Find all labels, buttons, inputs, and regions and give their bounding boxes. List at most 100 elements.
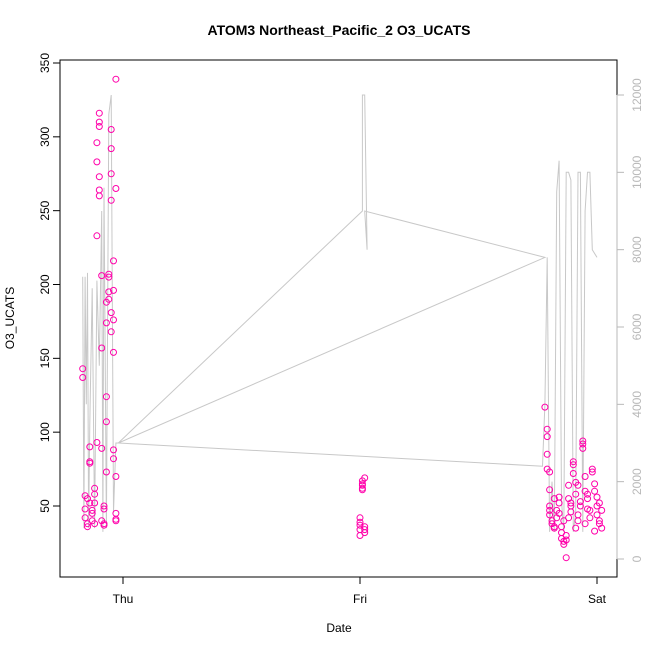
data-point [95, 192, 103, 200]
y2-tick-label: 0 [630, 555, 644, 562]
data-point [569, 470, 577, 477]
data-point [361, 529, 369, 537]
data-point [91, 499, 99, 507]
data-point [562, 554, 570, 562]
data-point [93, 232, 101, 240]
data-point [112, 509, 120, 517]
data-point [550, 524, 558, 532]
y-tick-label: 150 [38, 348, 52, 368]
data-point [584, 495, 591, 503]
data-point [102, 319, 110, 327]
data-point [579, 437, 587, 445]
data-point [91, 520, 99, 528]
data-point [574, 517, 582, 525]
data-point [112, 75, 120, 83]
data-point [100, 521, 108, 529]
data-point [546, 511, 554, 519]
data-point [598, 524, 606, 532]
data-point [595, 499, 603, 507]
points-layer [79, 75, 606, 562]
x-axis-label: Date [326, 621, 352, 635]
data-point [591, 487, 599, 495]
data-point [110, 446, 117, 454]
data-point [112, 473, 120, 480]
data-point [361, 474, 369, 482]
data-point [98, 344, 106, 352]
data-point [98, 444, 106, 452]
data-point [107, 309, 115, 317]
x-axis: Thu Fri Sat [113, 576, 607, 606]
data-point [569, 461, 577, 469]
data-point [86, 459, 94, 467]
data-point [550, 495, 558, 503]
data-point [591, 480, 599, 488]
data-point [562, 532, 570, 539]
y2-tick-label: 12000 [630, 78, 644, 112]
data-point [110, 257, 117, 265]
y-axis-right: 0 2000 4000 6000 8000 10000 12000 [616, 78, 644, 562]
data-point [356, 521, 364, 529]
data-point [93, 139, 101, 147]
data-point [107, 170, 115, 178]
data-point [565, 514, 573, 522]
data-point [81, 514, 89, 522]
data-point [555, 509, 563, 517]
x-tick-label: Sat [588, 592, 607, 606]
data-point [95, 109, 103, 117]
data-point [110, 286, 117, 294]
data-point [543, 425, 551, 433]
data-point [555, 499, 563, 507]
data-point [543, 450, 551, 458]
data-point [107, 328, 115, 336]
data-point [565, 481, 573, 489]
data-point [588, 468, 596, 476]
data-point [569, 458, 577, 466]
data-point [93, 439, 101, 446]
altitude-line [82, 94, 598, 532]
data-point [358, 480, 366, 488]
data-point [79, 374, 87, 381]
data-point [546, 468, 554, 476]
data-point [579, 440, 587, 448]
data-point [91, 490, 99, 498]
data-point [541, 403, 549, 411]
data-point [102, 393, 110, 401]
data-point [579, 444, 587, 452]
data-point [107, 196, 115, 204]
data-point [584, 505, 591, 513]
data-point [79, 365, 87, 373]
data-point [105, 270, 113, 278]
data-point [584, 490, 591, 498]
data-point [98, 272, 106, 280]
y-tick-label: 300 [38, 127, 52, 147]
data-point [112, 185, 120, 192]
data-point [546, 502, 554, 510]
data-point [546, 486, 554, 494]
x-tick-label: Thu [113, 592, 134, 606]
data-point [593, 511, 601, 519]
data-point [100, 505, 108, 513]
data-point [93, 158, 101, 166]
data-point [100, 502, 108, 510]
data-point [110, 348, 117, 356]
data-point [567, 508, 575, 516]
data-point [102, 418, 110, 426]
y2-tick-label: 6000 [630, 313, 644, 340]
data-point [546, 506, 554, 514]
data-point [95, 123, 103, 130]
data-point [110, 455, 117, 463]
data-point [95, 118, 103, 126]
data-point [572, 490, 580, 498]
data-point [595, 517, 603, 525]
y-tick-label: 250 [38, 200, 52, 220]
data-point [567, 499, 575, 507]
data-point [112, 517, 120, 525]
data-point [110, 316, 117, 324]
y-tick-label: 350 [38, 53, 52, 73]
data-point [81, 505, 89, 513]
data-point [86, 499, 94, 507]
data-point [574, 481, 582, 489]
y2-tick-label: 10000 [630, 155, 644, 189]
data-point [591, 527, 599, 535]
data-point [581, 520, 589, 528]
